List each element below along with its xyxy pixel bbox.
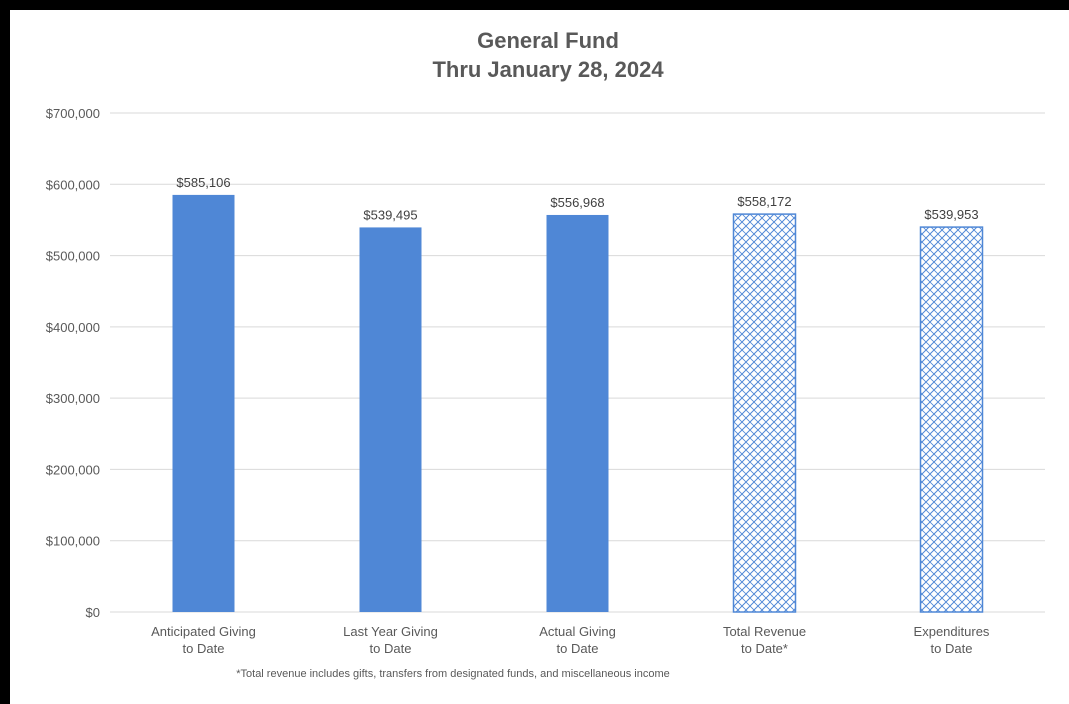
bar: [359, 227, 422, 613]
y-tick-label: $700,000: [46, 106, 100, 121]
x-category-label: to Date: [183, 641, 225, 656]
bar: [172, 194, 235, 612]
y-tick-label: $400,000: [46, 320, 100, 335]
data-label: $585,106: [176, 175, 230, 190]
bars: [172, 194, 984, 613]
bar-chart: General Fund Thru January 28, 2024 $0 $100…: [46, 28, 1045, 680]
x-axis-categories: Anticipated Giving to Date Last Year Givin…: [151, 624, 990, 656]
x-category-label: to Date: [370, 641, 412, 656]
y-tick-label: $500,000: [46, 249, 100, 264]
chart-title-line-2: Thru January 28, 2024: [432, 57, 664, 82]
x-category-label: Actual Giving: [539, 624, 616, 639]
bar: [919, 226, 984, 613]
data-label: $539,495: [363, 207, 417, 222]
data-label: $558,172: [737, 194, 791, 209]
y-tick-label: $300,000: [46, 391, 100, 406]
chart-frame: General Fund Thru January 28, 2024 $0 $100…: [10, 10, 1069, 704]
y-tick-label: $200,000: [46, 462, 100, 477]
x-category-label: to Date: [931, 641, 973, 656]
data-labels: $585,106 $539,495 $556,968 $558,172 $539,953: [176, 175, 978, 223]
x-category-label: Total Revenue: [723, 624, 806, 639]
data-label: $539,953: [924, 207, 978, 222]
chart-title: General Fund Thru January 28, 2024: [432, 28, 664, 82]
y-tick-label: $600,000: [46, 177, 100, 192]
x-category-label: Last Year Giving: [343, 624, 438, 639]
bar: [732, 213, 797, 613]
chart-footnote: *Total revenue includes gifts, transfers…: [236, 668, 670, 680]
bar: [546, 214, 609, 613]
y-tick-label: $100,000: [46, 534, 100, 549]
x-category-label: Expenditures: [914, 624, 990, 639]
x-category-label: to Date: [557, 641, 599, 656]
y-axis-ticks: $0 $100,000 $200,000 $300,000 $400,000 $500,0…: [46, 106, 100, 620]
x-category-label: Anticipated Giving: [151, 624, 256, 639]
y-tick-label: $0: [86, 605, 100, 620]
x-category-label: to Date*: [741, 641, 788, 656]
chart-title-line-1: General Fund: [477, 28, 619, 53]
data-label: $556,968: [550, 195, 604, 210]
